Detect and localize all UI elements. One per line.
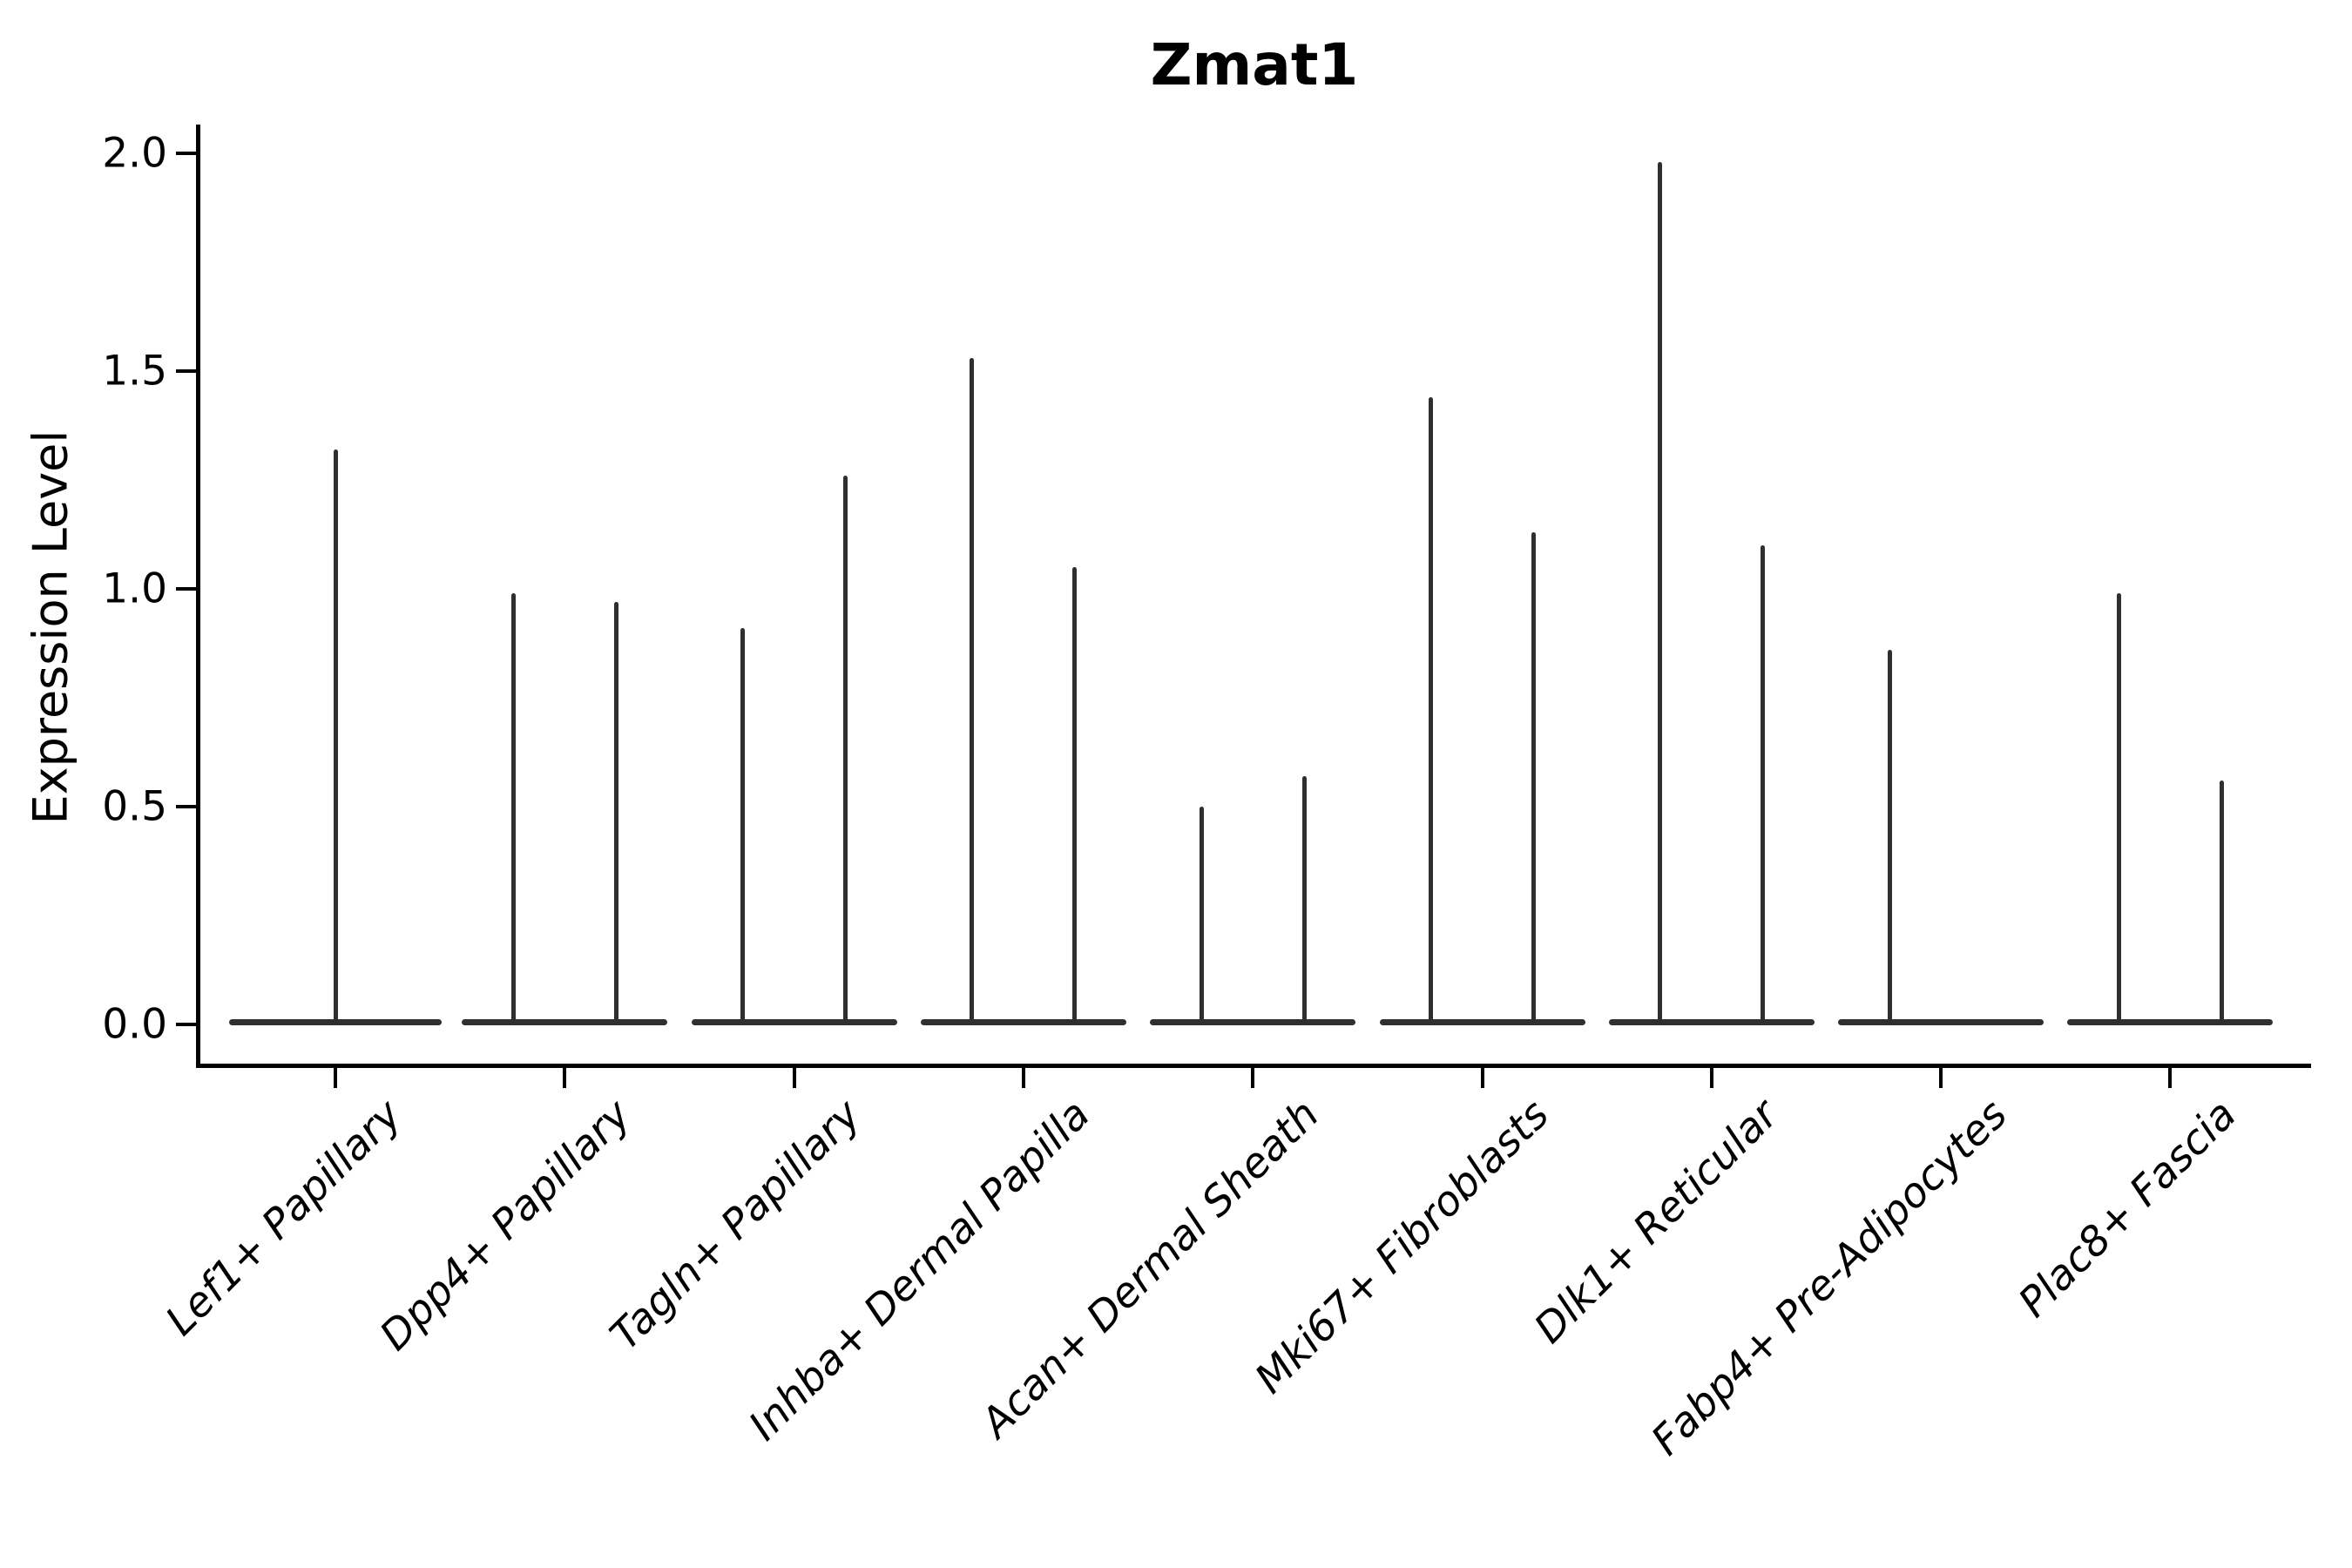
x-tick-mark — [792, 1068, 796, 1088]
x-tick-mark — [1021, 1068, 1025, 1088]
y-tick-mark — [176, 587, 196, 591]
violin-base — [1838, 1019, 2044, 1025]
y-axis-label: Expression Level — [23, 429, 78, 825]
violin-base — [1150, 1019, 1356, 1025]
y-tick-label: 1.5 — [102, 347, 167, 395]
violin-tail — [510, 593, 516, 1024]
violin-tail — [1658, 162, 1663, 1024]
y-tick-mark — [176, 152, 196, 155]
violin-base — [462, 1019, 668, 1025]
x-tick-label: Dlk1+ Reticular — [1524, 1091, 1788, 1353]
x-tick-mark — [1480, 1068, 1484, 1088]
y-tick-mark — [176, 805, 196, 808]
y-tick-mark — [176, 369, 196, 373]
x-tick-mark — [1709, 1068, 1713, 1088]
violin-tail — [740, 628, 746, 1024]
violin-tail — [1761, 545, 1766, 1024]
violin-tail — [1301, 776, 1307, 1024]
violin-tail — [1199, 807, 1204, 1024]
y-tick-label: 1.0 — [102, 564, 167, 613]
violin-tail — [1887, 650, 1892, 1024]
violin-tail — [1531, 532, 1536, 1024]
x-tick-mark — [1939, 1068, 1943, 1088]
violin-tail — [2219, 781, 2224, 1024]
y-axis-spine — [196, 125, 200, 1068]
violin-tail — [970, 358, 975, 1024]
x-tick-label: Dpp4+ Papillary — [371, 1091, 641, 1361]
violin-base — [1608, 1019, 1815, 1025]
violin-base — [920, 1019, 1126, 1025]
violin-tail — [1429, 397, 1433, 1024]
x-tick-label: Tagln+ Papillary — [600, 1091, 870, 1360]
violin-tail — [2116, 593, 2121, 1024]
violin-tail — [843, 476, 848, 1024]
x-tick-label: Lef1+ Papillary — [156, 1091, 411, 1346]
violin-base — [691, 1019, 897, 1025]
y-tick-label: 0.0 — [102, 1000, 167, 1049]
violin-tail — [1072, 567, 1078, 1024]
x-tick-label: Plac8+ Fascia — [2010, 1091, 2247, 1328]
x-axis-spine — [196, 1064, 2311, 1068]
y-tick-label: 2.0 — [102, 129, 167, 178]
x-tick-mark — [1251, 1068, 1255, 1088]
x-tick-mark — [563, 1068, 567, 1088]
chart-title: Zmat1 — [1150, 31, 1359, 98]
y-tick-mark — [176, 1023, 196, 1026]
x-tick-mark — [334, 1068, 337, 1088]
y-tick-label: 0.5 — [102, 782, 167, 831]
violin-base — [1379, 1019, 1585, 1025]
violin-base — [2067, 1019, 2274, 1025]
violin-tail — [613, 602, 618, 1024]
x-tick-mark — [2168, 1068, 2173, 1088]
violin-tail — [333, 449, 338, 1024]
